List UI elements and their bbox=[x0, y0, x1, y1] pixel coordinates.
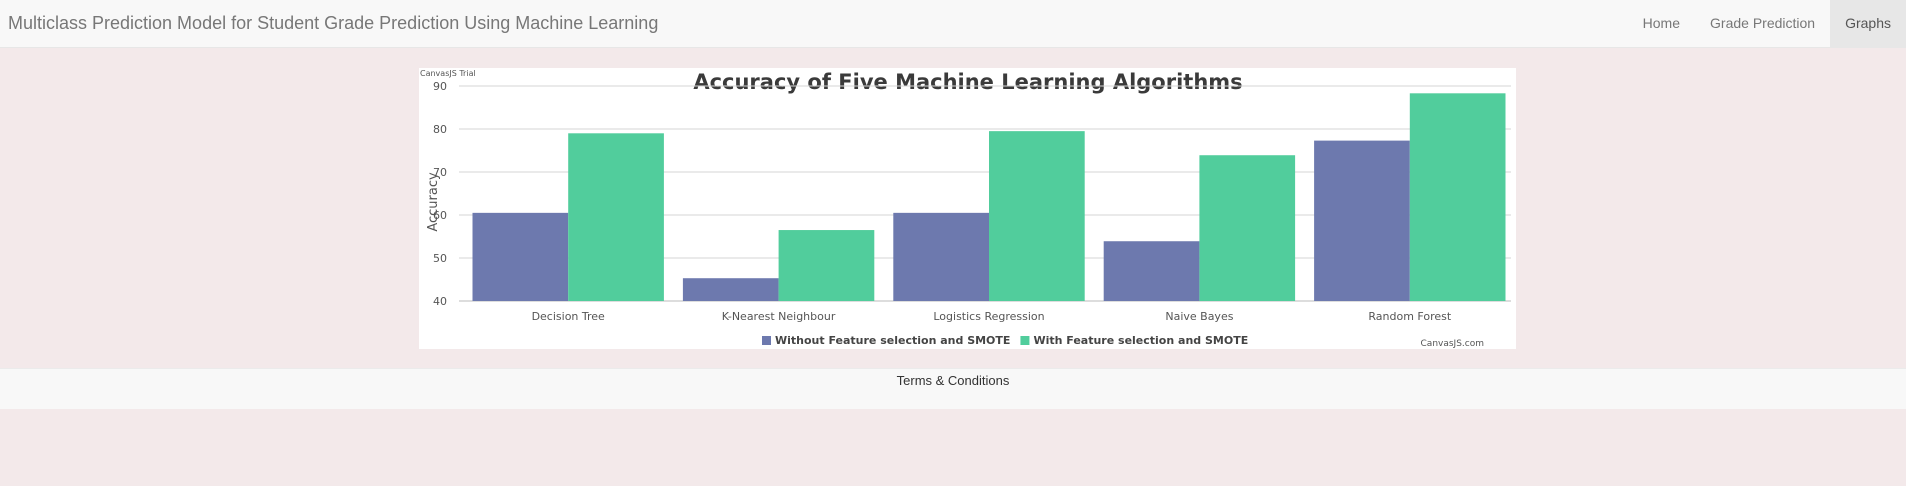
legend-item[interactable]: With Feature selection and SMOTE bbox=[1033, 334, 1248, 347]
bar[interactable] bbox=[778, 230, 875, 301]
terms-conditions-link[interactable]: Terms & Conditions bbox=[896, 373, 1010, 388]
x-tick-label: Decision Tree bbox=[532, 310, 605, 323]
chart-trial-watermark: CanvasJS Trial bbox=[420, 69, 476, 78]
x-tick-label: Naive Bayes bbox=[1165, 310, 1233, 323]
bar[interactable] bbox=[472, 212, 569, 301]
legend-item[interactable]: Without Feature selection and SMOTE bbox=[775, 334, 1010, 347]
x-tick-label: Logistics Regression bbox=[933, 310, 1044, 323]
bar[interactable] bbox=[1103, 241, 1200, 301]
accuracy-chart: CanvasJS Trial Accuracy of Five Machine … bbox=[420, 69, 1511, 349]
y-tick-label: 70 bbox=[433, 166, 447, 179]
legend-swatch bbox=[1020, 336, 1030, 345]
y-tick-label: 40 bbox=[433, 295, 447, 308]
bar[interactable] bbox=[1199, 155, 1296, 301]
x-tick-label: K-Nearest Neighbour bbox=[722, 310, 836, 323]
y-tick-label: 60 bbox=[433, 209, 447, 222]
nav-graphs[interactable]: Graphs bbox=[1830, 0, 1906, 48]
y-tick-label: 80 bbox=[433, 123, 447, 136]
bar[interactable] bbox=[893, 212, 989, 301]
navbar: Multiclass Prediction Model for Student … bbox=[0, 0, 1906, 48]
chart-title: Accuracy of Five Machine Learning Algori… bbox=[693, 70, 1242, 94]
footer: Terms & Conditions bbox=[0, 368, 1906, 409]
x-tick-label: Random Forest bbox=[1368, 310, 1451, 323]
nav-home[interactable]: Home bbox=[1642, 15, 1681, 31]
y-tick-label: 50 bbox=[433, 252, 447, 265]
navbar-brand[interactable]: Multiclass Prediction Model for Student … bbox=[8, 13, 659, 33]
y-axis-label: Accuracy bbox=[426, 172, 441, 232]
bar[interactable] bbox=[1409, 93, 1506, 301]
y-tick-label: 90 bbox=[433, 80, 447, 93]
legend-swatch bbox=[762, 336, 771, 345]
bar[interactable] bbox=[1314, 140, 1410, 301]
chart-container: CanvasJS Trial Accuracy of Five Machine … bbox=[419, 68, 1516, 349]
nav-grade-prediction[interactable]: Grade Prediction bbox=[1710, 15, 1816, 31]
nav-menu: Home Grade Prediction Graphs bbox=[1628, 0, 1906, 48]
chart-credit-watermark[interactable]: CanvasJS.com bbox=[1421, 339, 1484, 349]
bar[interactable] bbox=[989, 131, 1085, 301]
bar[interactable] bbox=[568, 133, 664, 301]
bar[interactable] bbox=[682, 278, 779, 301]
